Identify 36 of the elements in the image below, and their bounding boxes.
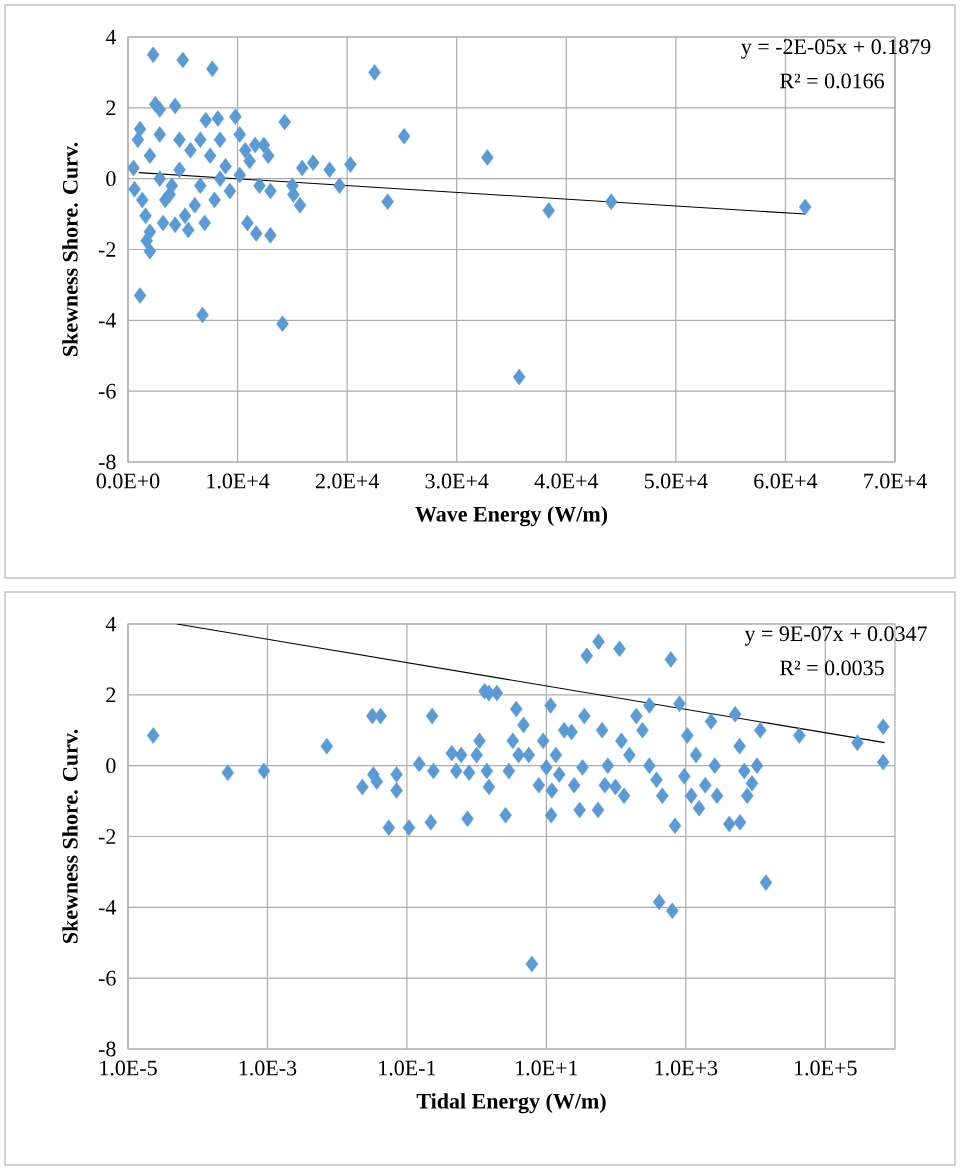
y-tick-label: 4 [105,616,117,632]
x-tick-label: 5.0E+4 [644,473,708,489]
x-tick-label: 1.0E-1 [379,1060,436,1076]
y-tick-label: 0 [106,171,116,187]
y-tick-label: 2 [106,687,116,703]
x-tick-label: 6.0E+4 [754,473,818,489]
x-tick-label: 1.0E-3 [239,1060,297,1076]
annotation: y = 9E-07x + 0.0347 [744,626,927,646]
y-tick-label: -6 [98,970,116,986]
x-axis-title: Tidal Energy (W/m) [416,1093,606,1114]
x-tick-label: 1.0E+4 [207,473,270,489]
y-tick-label: 2 [106,100,116,116]
y-axis-title: Skewness Shore. Curv. [62,142,78,356]
x-tick-label: 2.0E+4 [315,473,379,489]
annotation: y = -2E-05x + 0.1879 [741,39,931,59]
y-tick-label: -8 [98,1041,116,1057]
x-axis-title: Wave Energy (W/m) [415,506,608,527]
x-tick-label: 1.0E+1 [516,1060,578,1076]
x-tick-label: 1.0E+5 [795,1060,857,1076]
x-tick-label: 1.0E+3 [655,1060,718,1076]
y-tick-label: -8 [98,454,116,470]
x-tick-label: 0.0E+0 [96,473,160,489]
y-tick-label: -2 [98,829,116,844]
y-tick-label: -4 [98,313,117,328]
y-tick-label: 4 [105,29,117,45]
y-tick-label: -2 [98,242,116,257]
annotation: R² = 0.0035 [780,660,884,676]
y-tick-label: -6 [98,383,116,399]
y-tick-label: 0 [106,758,116,774]
y-tick-label: -4 [98,900,117,915]
x-tick-label: 4.0E+4 [534,473,599,489]
y-axis-title: Skewness Shore. Curv. [62,729,78,943]
x-tick-label: 3.0E+4 [425,473,489,489]
x-tick-label: 1.0E-5 [100,1060,157,1076]
x-tick-label: 7.0E+4 [864,473,927,489]
annotation: R² = 0.0166 [780,73,884,89]
